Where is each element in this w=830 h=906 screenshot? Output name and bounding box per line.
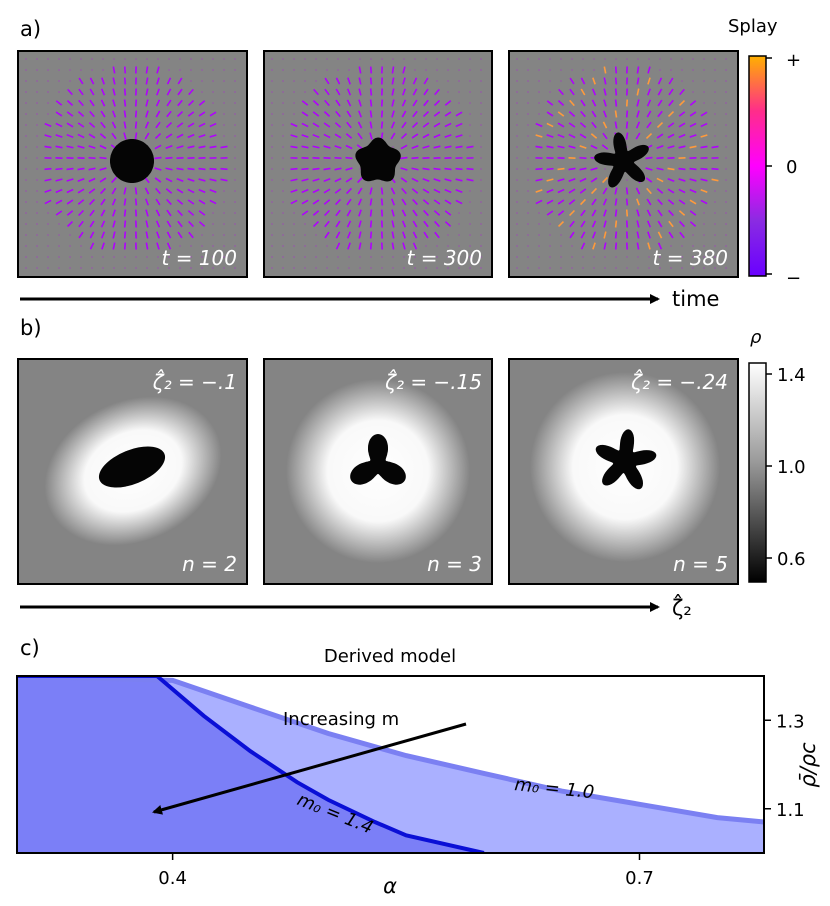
splay-colorbar xyxy=(749,56,766,276)
n-label-1: n = 2 xyxy=(182,552,237,576)
time-label-2: t = 300 xyxy=(407,246,483,270)
panel-a-label: a) xyxy=(20,17,41,41)
time-arrow-label: time xyxy=(672,287,719,311)
y-axis-label: ρ̄/ρc xyxy=(796,742,820,788)
density-colorbar xyxy=(749,363,766,582)
n-label-3: n = 5 xyxy=(673,552,728,576)
increasing-m-label: Increasing m xyxy=(283,709,399,730)
density-colorbar-title: ρ xyxy=(750,327,762,348)
density-image-1: ζ̂₂ = −.1 n = 2 xyxy=(18,359,247,584)
chart-title: Derived model xyxy=(324,646,456,667)
x-tick-label-0: 0.4 xyxy=(158,868,187,889)
x-axis-label: α xyxy=(383,874,397,898)
splay-colorbar-title: Splay xyxy=(728,16,778,37)
n-label-2: n = 3 xyxy=(427,552,482,576)
panel-b-label: b) xyxy=(20,316,42,340)
splay-tick-minus: − xyxy=(786,268,801,289)
panel-a: t = 100 t = 300 t = 380 time Splay + 0 − xyxy=(18,16,801,311)
splay-image-2: t = 300 xyxy=(264,51,492,277)
y-tick-label-1: 1.3 xyxy=(776,711,805,732)
zeta-arrow-label: ζ̂₂ xyxy=(672,594,692,620)
time-label-1: t = 100 xyxy=(162,246,238,270)
splay-image-3: t = 380 xyxy=(509,51,738,277)
density-tick-1: 1.4 xyxy=(777,365,806,386)
density-tick-3: 0.6 xyxy=(777,549,806,570)
density-image-2: ζ̂₂ = −.15 n = 3 xyxy=(264,359,492,584)
density-tick-2: 1.0 xyxy=(777,457,806,478)
zeta-label-3: ζ̂₂ = −.24 xyxy=(630,369,728,394)
splay-image-1: t = 100 xyxy=(18,51,247,277)
splay-tick-plus: + xyxy=(786,50,801,71)
y-tick-label-0: 1.1 xyxy=(776,800,805,821)
splay-tick-zero: 0 xyxy=(786,157,797,178)
zeta-label-2: ζ̂₂ = −.15 xyxy=(384,369,482,394)
panel-c-chart: Derived model 0.4 0.7 1.1 1.3 α ρ̄/ρc Incre… xyxy=(17,646,820,898)
time-label-3: t = 380 xyxy=(653,246,729,270)
zeta-label-1: ζ̂₂ = −.1 xyxy=(152,369,237,394)
x-tick-label-1: 0.7 xyxy=(625,868,654,889)
density-image-3: ζ̂₂ = −.24 n = 5 xyxy=(509,359,738,584)
panel-c-label: c) xyxy=(20,636,40,660)
panel-b: ζ̂₂ = −.1 n = 2 ζ̂₂ = −.15 n = 3 ζ̂₂ = −… xyxy=(18,327,806,620)
